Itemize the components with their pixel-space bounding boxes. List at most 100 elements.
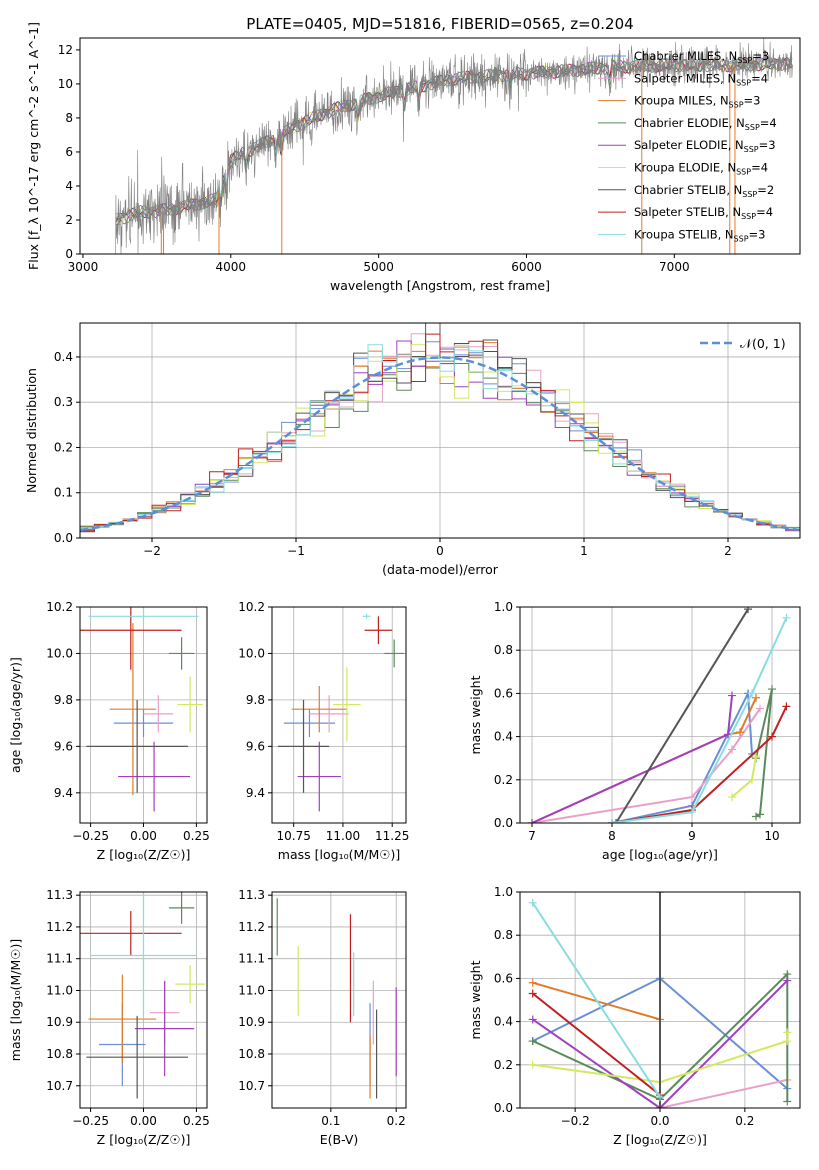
marker-chabrier_elodie — [756, 810, 764, 819]
marker-chabrier_elodie — [768, 685, 776, 694]
marker-kroupa_elodie — [783, 1037, 792, 1046]
plot-area-residual_histogram — [80, 323, 800, 538]
plot-area-age_vs_Z — [80, 607, 207, 823]
marker-kroupa_stelib — [688, 808, 696, 817]
plot-area-spectrum — [115, 38, 793, 254]
x-tick-label: 1 — [580, 544, 588, 558]
y-tick-label: 0.4 — [494, 1015, 513, 1029]
axes-frame — [79, 37, 801, 255]
marker-salpeter_stelib — [782, 702, 791, 711]
y-tick-label: 0 — [65, 247, 73, 261]
y-tick-label: 0.4 — [54, 350, 73, 364]
legend-entry: 𝒩(0, 1) — [740, 336, 786, 351]
y-tick-label: 11.2 — [238, 920, 265, 934]
x-tick-label: 7 — [528, 829, 536, 843]
x-tick-label: 0 — [436, 544, 444, 558]
axes-mass_weight_vs_age: 7 8 9 10 0.0 0.2 0.4 0.6 0.8 1.0 age [log₁₀(age/yr… — [468, 600, 801, 862]
y-tick-label: 9.8 — [246, 693, 265, 707]
figure-title: PLATE=0405, MJD=51816, FIBERID=0565, z=0… — [246, 15, 633, 33]
y-tick-label: 11.1 — [238, 952, 265, 966]
legend-entry: Kroupa STELIB, NSSP=3 — [634, 227, 765, 243]
legend-entry: Salpeter STELIB, NSSP=4 — [634, 205, 773, 221]
x-tick-label: 0.00 — [130, 829, 157, 843]
x-axis-label: Z [log₁₀(Z/Z☉)] — [97, 1132, 191, 1147]
series-kroupa_elodie — [532, 1032, 789, 1084]
legend-entry: Salpeter MILES, NSSP=4 — [634, 71, 768, 87]
x-tick-label: 0.0 — [650, 1114, 669, 1128]
y-axis-label: age [log₁₀(age/yr)] — [8, 657, 23, 773]
marker-chabrier_stelib — [656, 1104, 664, 1108]
y-tick-label: 10.7 — [46, 1079, 73, 1093]
axes-residual_histogram: −2 −1 0 1 2 0.0 0.1 0.2 0.3 0.4 (data-model)/error… — [24, 322, 801, 577]
y-axis-label: mass weight — [468, 675, 483, 754]
series-salpeter_stelib — [611, 705, 788, 823]
axes-age_vs_Z: −0.25 0.00 0.25 9.4 9.6 9.8 10.0 10.2 Z [log₁₀(Z… — [8, 600, 210, 862]
marker-kroupa_elodie — [783, 1028, 792, 1037]
y-tick-label: 0.1 — [54, 486, 73, 500]
legend-entry: Kroupa ELODIE, NSSP=4 — [634, 161, 768, 177]
marker-kroupa_elodie — [528, 1060, 537, 1069]
x-axis-label: (data-model)/error — [382, 562, 499, 577]
x-tick-label: 5000 — [363, 260, 394, 274]
y-tick-label: 0.2 — [494, 773, 513, 787]
x-axis-label: Z [log₁₀(Z/Z☉)] — [613, 1132, 707, 1147]
axes-mass_vs_Z: −0.25 0.00 0.25 10.7 10.8 10.9 11.0 11.1 11.2 11.… — [8, 888, 210, 1147]
y-tick-label: 11.3 — [238, 888, 265, 902]
series-salpeter_miles — [659, 1078, 788, 1108]
marker-salpeter_stelib — [528, 989, 537, 998]
legend-entry: Salpeter ELODIE, NSSP=3 — [634, 138, 776, 154]
x-tick-label: 4000 — [216, 260, 247, 274]
axes-frame — [271, 891, 407, 1109]
histogram-salpeter_stelib — [80, 333, 800, 532]
x-tick-label: −1 — [287, 544, 305, 558]
x-tick-label: −0.25 — [72, 829, 109, 843]
y-tick-label: 10 — [58, 77, 73, 91]
series-salpeter_stelib — [532, 992, 661, 1096]
series-salpeter_miles — [531, 707, 761, 823]
legend-entry: Kroupa MILES, NSSP=3 — [634, 94, 760, 110]
y-tick-label: 9.6 — [54, 739, 73, 753]
x-tick-label: 10.75 — [276, 829, 310, 843]
legend-entry: Chabrier STELIB, NSSP=2 — [634, 183, 774, 199]
plot-area-mass_weight_vs_Z — [520, 892, 800, 1108]
y-tick-label: 10.9 — [46, 1015, 73, 1029]
x-tick-label: 11.25 — [375, 829, 409, 843]
y-tick-label: 0.6 — [494, 971, 513, 985]
marker-salpeter_elodie — [528, 819, 536, 823]
y-tick-label: 11.2 — [46, 920, 73, 934]
plot-area-age_vs_mass — [272, 607, 406, 823]
x-tick-label: 3000 — [68, 260, 99, 274]
y-tick-label: 11.1 — [46, 952, 73, 966]
x-tick-label: 0.00 — [130, 1114, 157, 1128]
plot-area-mass_weight_vs_age — [520, 607, 800, 823]
x-tick-label: 0.1 — [321, 1114, 340, 1128]
y-tick-label: 0.2 — [494, 1058, 513, 1072]
series-chabrier_elodie — [755, 688, 773, 818]
marker-kroupa_stelib — [656, 1093, 664, 1102]
y-tick-label: 0.0 — [494, 816, 513, 830]
marker-kroupa_stelib — [608, 819, 616, 823]
marker-chabrier_stelib — [656, 892, 664, 896]
y-tick-label: 8 — [65, 111, 73, 125]
y-tick-label: 10.2 — [46, 600, 73, 614]
y-tick-label: 10.0 — [46, 646, 73, 660]
marker-kroupa_stelib — [528, 898, 537, 907]
marker-kroupa_stelib — [748, 689, 756, 698]
marker-kroupa_elodie — [748, 775, 756, 784]
observed-spectrum — [115, 38, 793, 254]
marker-kroupa_miles — [528, 978, 537, 987]
axes-mass_vs_ebv: 0.1 0.2 10.7 10.8 10.9 11.0 11.1 11.2 11.3 E(B-V) — [238, 888, 407, 1147]
y-tick-label: 11.0 — [238, 983, 265, 997]
marker-chabrier_stelib — [612, 819, 620, 823]
marker-kroupa_stelib — [782, 613, 791, 622]
axes-age_vs_mass: 10.75 11.00 11.25 9.4 9.6 9.8 10.0 10.2 mass [lo… — [238, 600, 409, 862]
legend-entry: Chabrier ELODIE, NSSP=4 — [634, 116, 777, 132]
marker-chabrier_elodie — [783, 1097, 792, 1106]
y-tick-label: 0.6 — [494, 686, 513, 700]
marker-chabrier_elodie — [752, 812, 760, 821]
spectrum-legend: Chabrier MILES, NSSP=3 Salpeter MILES, NS… — [598, 49, 777, 243]
x-tick-label: 9 — [688, 829, 696, 843]
y-tick-label: 9.4 — [54, 786, 73, 800]
y-tick-label: 10.2 — [238, 600, 265, 614]
